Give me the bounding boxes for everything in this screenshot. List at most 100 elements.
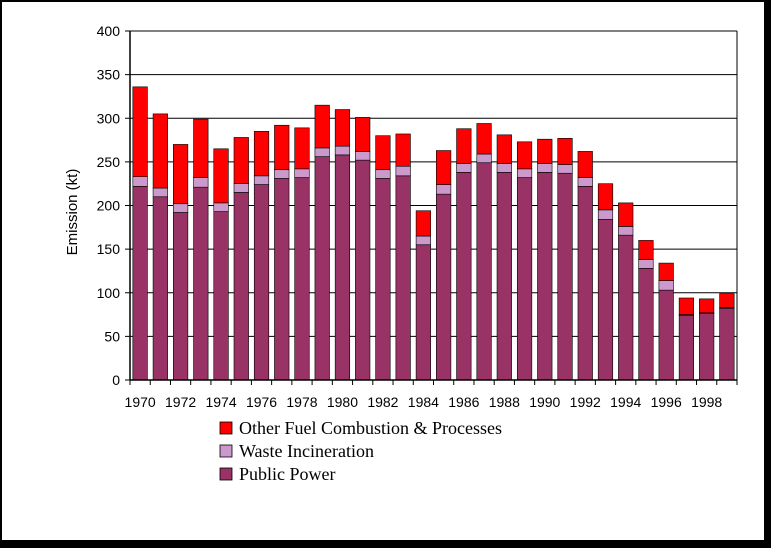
bar-segment-other-fuel-combustion-processes-1970 — [132, 86, 148, 178]
y-tick-label: 250 — [97, 154, 121, 170]
bar-segment-waste-incineration-1988 — [496, 163, 512, 173]
bar-segment-public-power-1973 — [193, 186, 209, 381]
bar-segment-public-power-1997 — [678, 315, 695, 381]
bar-segment-public-power-1987 — [476, 162, 492, 381]
bar-segment-waste-incineration-1995 — [638, 259, 654, 269]
x-tick-label: 1972 — [165, 394, 196, 410]
bar-segment-other-fuel-combustion-processes-1986 — [456, 128, 472, 164]
bar-segment-other-fuel-combustion-processes-1978 — [294, 127, 310, 170]
bars — [132, 86, 735, 381]
bar-segment-public-power-1996 — [658, 289, 674, 381]
x-tick-label: 1990 — [529, 394, 560, 410]
bar-segment-waste-incineration-1981 — [355, 151, 371, 161]
bar-segment-waste-incineration-1976 — [253, 175, 270, 185]
y-tick-label: 300 — [97, 110, 121, 126]
bar-segment-other-fuel-combustion-processes-1981 — [355, 117, 371, 152]
bar-segment-other-fuel-combustion-processes-1975 — [233, 137, 249, 184]
y-tick-label: 400 — [97, 23, 121, 39]
y-tick-label: 200 — [97, 198, 121, 214]
x-tick-label: 1996 — [651, 394, 682, 410]
bar-segment-other-fuel-combustion-processes-1989 — [516, 141, 533, 170]
x-tick-label: 1984 — [408, 394, 439, 410]
bar-segment-public-power-1995 — [638, 268, 654, 381]
bar-segment-waste-incineration-1977 — [274, 169, 290, 179]
bar-segment-other-fuel-combustion-processes-1997 — [678, 297, 695, 315]
bar-segment-waste-incineration-1985 — [436, 184, 452, 195]
bar-segment-waste-incineration-1987 — [476, 153, 492, 164]
bar-segment-other-fuel-combustion-processes-1991 — [557, 138, 573, 165]
x-tick-label: 1998 — [691, 394, 722, 410]
bar-segment-waste-incineration-1986 — [456, 163, 472, 173]
y-tick-label: 0 — [112, 372, 120, 388]
bar-segment-waste-incineration-1975 — [233, 183, 249, 193]
bar-segment-public-power-1991 — [557, 172, 573, 381]
bar-segment-waste-incineration-1973 — [193, 177, 209, 188]
bar-segment-waste-incineration-1993 — [597, 209, 614, 220]
bar-segment-public-power-1985 — [436, 193, 452, 381]
x-tick-label: 1992 — [570, 394, 601, 410]
bar-segment-other-fuel-combustion-processes-1979 — [314, 104, 330, 149]
x-tick-label: 1978 — [286, 394, 317, 410]
bar-segment-public-power-1994 — [618, 234, 634, 381]
bar-segment-public-power-1976 — [253, 184, 270, 381]
bar-segment-other-fuel-combustion-processes-1995 — [638, 240, 654, 260]
bar-segment-public-power-1979 — [314, 156, 330, 381]
bar-segment-other-fuel-combustion-processes-1982 — [375, 135, 391, 171]
legend-label: Other Fuel Combustion & Processes — [239, 418, 502, 438]
bar-segment-waste-incineration-1996 — [658, 280, 674, 291]
bar-segment-public-power-1984 — [415, 244, 431, 381]
x-tick-label: 1970 — [125, 394, 156, 410]
bar-segment-public-power-1992 — [577, 186, 593, 381]
x-tick-label: 1986 — [448, 394, 479, 410]
legend-label: Public Power — [239, 464, 336, 484]
bar-segment-waste-incineration-1989 — [516, 168, 533, 178]
x-tick-label: 1976 — [246, 394, 277, 410]
bar-segment-other-fuel-combustion-processes-1992 — [577, 151, 593, 178]
legend-swatch — [219, 421, 233, 435]
bar-segment-other-fuel-combustion-processes-1987 — [476, 123, 492, 155]
bar-segment-other-fuel-combustion-processes-1972 — [172, 144, 189, 205]
bar-segment-other-fuel-combustion-processes-1998 — [699, 298, 715, 314]
bar-segment-waste-incineration-1982 — [375, 169, 391, 179]
bar-segment-waste-incineration-1994 — [618, 226, 634, 236]
x-tick-label: 1982 — [367, 394, 398, 410]
bar-segment-other-fuel-combustion-processes-1977 — [274, 124, 290, 171]
y-tick-label: 100 — [97, 285, 121, 301]
bar-segment-public-power-1972 — [172, 212, 189, 381]
y-tick-label: 150 — [97, 241, 121, 257]
bar-segment-public-power-1990 — [537, 172, 553, 381]
bar-segment-public-power-1970 — [132, 186, 148, 381]
bar-segment-other-fuel-combustion-processes-1999 — [719, 293, 735, 308]
bar-segment-public-power-1975 — [233, 192, 249, 381]
bar-segment-waste-incineration-1983 — [395, 165, 411, 177]
bar-segment-other-fuel-combustion-processes-1980 — [334, 109, 351, 147]
bar-segment-waste-incineration-1984 — [415, 235, 431, 246]
chart-frame: 0 50 100 150 200 250 300 350 400 1970 1972 1974 197… — [2, 2, 764, 540]
x-tick-label: 1974 — [205, 394, 236, 410]
bar-segment-other-fuel-combustion-processes-1990 — [537, 138, 553, 164]
bar-segment-public-power-1998 — [699, 313, 715, 381]
bar-segment-other-fuel-combustion-processes-1996 — [658, 262, 674, 281]
bar-segment-waste-incineration-1974 — [213, 202, 229, 212]
bar-segment-waste-incineration-1980 — [334, 145, 351, 156]
bar-segment-waste-incineration-1990 — [537, 163, 553, 173]
bar-segment-public-power-1980 — [334, 154, 351, 381]
legend: Other Fuel Combustion & Processes Waste I… — [219, 418, 502, 484]
bar-segment-public-power-1986 — [456, 172, 472, 381]
bar-segment-public-power-1988 — [496, 172, 512, 381]
bar-segment-public-power-1977 — [274, 178, 290, 381]
x-tick-label: 1994 — [610, 394, 641, 410]
bar-segment-other-fuel-combustion-processes-1984 — [415, 210, 431, 237]
bar-segment-public-power-1981 — [355, 159, 371, 381]
bar-segment-waste-incineration-1971 — [152, 187, 168, 198]
y-tick-label: 350 — [97, 67, 121, 83]
bar-segment-other-fuel-combustion-processes-1983 — [395, 133, 411, 167]
bar-segment-other-fuel-combustion-processes-1994 — [618, 202, 634, 227]
bar-segment-other-fuel-combustion-processes-1985 — [436, 150, 452, 185]
y-axis-title: Emission (kt) — [64, 169, 81, 256]
bar-segment-other-fuel-combustion-processes-1973 — [193, 118, 209, 178]
bar-segment-waste-incineration-1972 — [172, 203, 189, 213]
bar-segment-other-fuel-combustion-processes-1993 — [597, 183, 614, 211]
bar-segment-public-power-1993 — [597, 219, 614, 381]
